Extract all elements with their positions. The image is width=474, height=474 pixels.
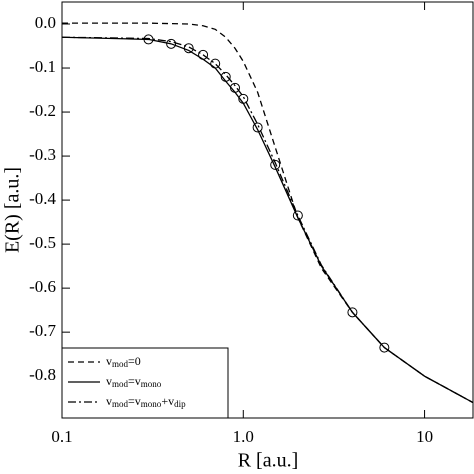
marker xyxy=(183,43,194,54)
marker xyxy=(292,210,303,221)
marker xyxy=(238,93,249,104)
legend-label-part: mono xyxy=(141,379,162,389)
x-tick-label: 1.0 xyxy=(233,427,254,446)
x-axis-label: R [a.u.] xyxy=(238,450,299,472)
marker xyxy=(347,307,358,318)
marker xyxy=(210,58,221,69)
y-tick-label: -0.1 xyxy=(29,57,56,76)
y-tick-label: -0.5 xyxy=(29,233,56,252)
y-tick-label: -0.4 xyxy=(29,189,56,208)
legend-label: vmod=vmono xyxy=(106,374,162,389)
legend-label-part: mono xyxy=(141,399,162,409)
y-tick-label: -0.7 xyxy=(29,321,56,340)
legend-label-part: =v xyxy=(128,374,141,388)
legend-label-part: mod xyxy=(112,379,129,389)
marker xyxy=(379,342,390,353)
marker xyxy=(252,122,263,133)
marker xyxy=(220,71,231,82)
legend-label-part: mod xyxy=(112,359,129,369)
y-tick-label: -0.8 xyxy=(29,365,56,384)
legend-label-part: v xyxy=(106,394,112,408)
legend-label-part: dip xyxy=(174,399,186,409)
marker xyxy=(143,34,154,45)
legend-label-part: +v xyxy=(161,394,174,408)
plot-frame xyxy=(61,1,474,419)
marker xyxy=(198,49,209,60)
y-tick-label: -0.3 xyxy=(29,145,56,164)
line-series xyxy=(62,36,473,404)
legend-label-part: v xyxy=(106,354,112,368)
marker xyxy=(166,38,177,49)
legend-label-part: =v xyxy=(128,394,141,408)
legend-label: vmod=vmono+vdip xyxy=(106,394,186,409)
legend-label-part: =0 xyxy=(128,354,141,368)
y-tick-label: -0.6 xyxy=(29,277,56,296)
legend-label: vmod=0 xyxy=(106,354,141,369)
x-tick-label: 0.1 xyxy=(51,427,72,446)
line-series xyxy=(62,22,473,404)
y-axis-label: E(R) [a.u.] xyxy=(2,167,24,253)
legend-label-part: v xyxy=(106,374,112,388)
y-tick-label: 0.0 xyxy=(35,13,56,32)
y-tick-label: -0.2 xyxy=(29,101,56,120)
x-tick-label: 10 xyxy=(416,427,433,446)
marker xyxy=(270,159,281,170)
legend-box xyxy=(61,347,229,419)
marker xyxy=(229,82,240,93)
legend-label-part: mod xyxy=(112,399,129,409)
